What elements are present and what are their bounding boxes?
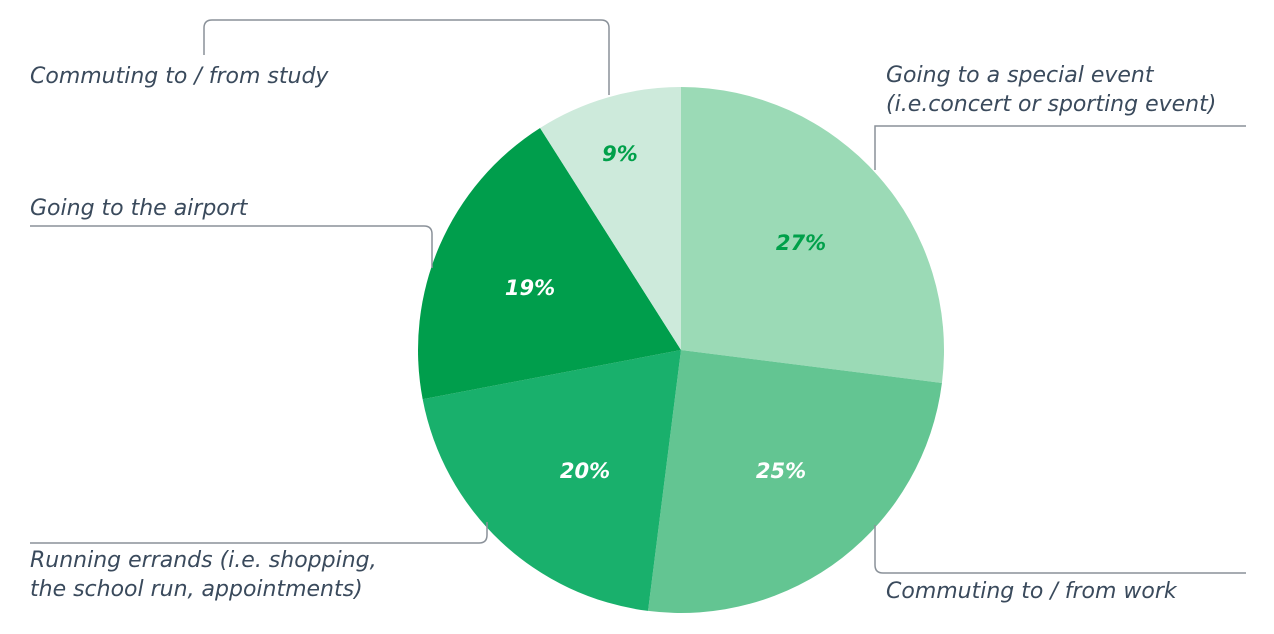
slice-category-label-4: Going to the airport: [30, 196, 249, 221]
leader-line-3: [30, 522, 488, 544]
pie-slice-3: [422, 350, 681, 611]
slice-category-label-3: Running errands (i.e. shopping, the schoo…: [30, 548, 377, 602]
pie-slice-5: [540, 87, 681, 350]
slice-category-label-line: Going to a special event: [886, 63, 1155, 88]
slice-category-label-5: Commuting to / from study: [30, 64, 329, 89]
slice-percent-label-2: 25%: [756, 459, 806, 483]
slices-layer: [418, 87, 945, 614]
slice-percent-label-1: 27%: [776, 231, 826, 255]
pie-slice-1: [681, 87, 945, 383]
leader-lines-layer: [30, 19, 1246, 574]
slice-percent-label-4: 19%: [505, 276, 555, 300]
slice-category-label-2: Commuting to / from work: [886, 579, 1178, 604]
leader-line-2: [874, 525, 1246, 574]
leader-line-1: [874, 125, 1246, 170]
slice-category-label-line: the school run, appointments): [30, 577, 363, 602]
slice-category-label-line: Commuting to / from work: [886, 579, 1178, 604]
leader-line-5: [203, 19, 610, 95]
labels-layer: 27% Going to a special event (i.e.concert …: [30, 63, 1216, 604]
slice-percent-label-5: 9%: [602, 142, 638, 166]
slice-category-label-line: Running errands (i.e. shopping,: [30, 548, 377, 573]
slice-category-label-line: Going to the airport: [30, 196, 249, 221]
slice-category-label-line: Commuting to / from study: [30, 64, 329, 89]
slice-percent-label-3: 20%: [560, 459, 610, 483]
pie-slice-4: [418, 127, 681, 400]
pie-slice-2: [648, 350, 942, 614]
slice-category-label-line: (i.e.concert or sporting event): [886, 92, 1216, 117]
leader-line-4: [30, 225, 433, 268]
slice-category-label-1: Going to a special event (i.e.concert or …: [886, 63, 1216, 117]
